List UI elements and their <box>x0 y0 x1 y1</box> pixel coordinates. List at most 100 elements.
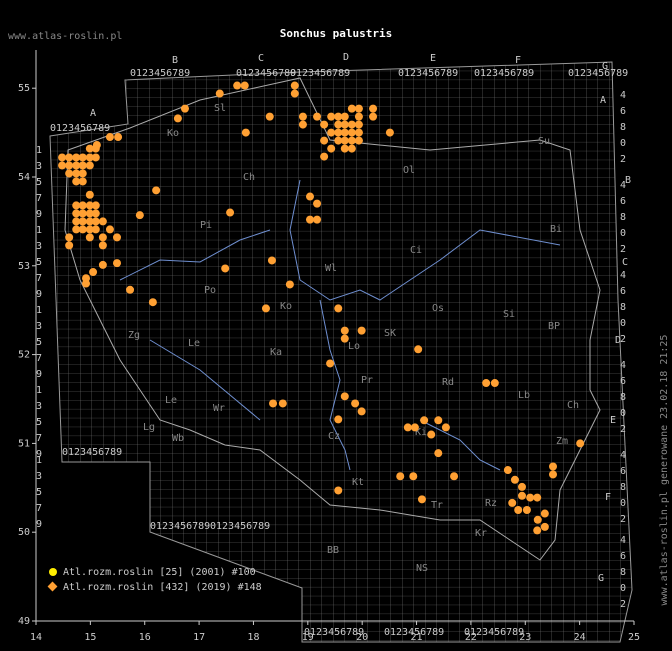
occurrence-dot <box>327 112 336 121</box>
region-label: Le <box>165 395 177 406</box>
occurrence-dot <box>85 209 94 218</box>
region-label: BB <box>327 545 339 556</box>
occurrence-dot <box>78 169 87 178</box>
occurrence-dot <box>357 407 366 416</box>
occurrence-dot <box>508 498 517 507</box>
occurrence-dot <box>215 89 224 98</box>
occurrence-dot <box>58 161 67 170</box>
occurrence-dot <box>313 112 322 121</box>
legend-marker <box>49 568 57 576</box>
legend-marker <box>47 581 58 592</box>
occurrence-dot <box>105 133 114 142</box>
x-tick-label: 21 <box>411 632 423 643</box>
occurrence-dot <box>114 133 123 142</box>
row-digit: 5 <box>36 257 42 268</box>
grid-digits: 0123456789 <box>384 627 444 638</box>
occurrence-dot <box>135 211 144 220</box>
grid-digits: 0123456789 <box>398 68 458 79</box>
region-label: Po <box>204 285 216 296</box>
grid-letter: C <box>258 53 264 64</box>
occurrence-dot <box>269 399 278 408</box>
row-digit: 0 <box>620 498 626 509</box>
region-label: Lg <box>143 422 155 433</box>
occurrence-dot <box>533 493 542 502</box>
occurrence-dot <box>340 334 349 343</box>
occurrence-dot <box>85 144 94 153</box>
occurrence-dot <box>320 120 329 129</box>
occurrence-dot <box>334 128 343 137</box>
grid-letter: B <box>625 175 631 186</box>
occurrence-dot <box>320 136 329 145</box>
row-digit: 4 <box>620 535 626 546</box>
region-label: Tr <box>431 500 443 511</box>
legend-label: Atl.rozm.roslin [25] (2001) #100 <box>63 567 256 578</box>
occurrence-dot <box>305 192 314 201</box>
occurrence-dot <box>354 128 363 137</box>
region-label: Ch <box>243 172 255 183</box>
occurrence-dot <box>85 201 94 210</box>
row-digit: 7 <box>36 353 42 364</box>
region-label: Lb <box>518 390 530 401</box>
row-digit: 8 <box>620 482 626 493</box>
occurrence-dot <box>503 466 512 475</box>
occurrence-dot <box>72 161 81 170</box>
region-label: BP <box>548 321 560 332</box>
occurrence-dot <box>152 186 161 195</box>
occurrence-dot <box>320 152 329 161</box>
occurrence-dot <box>298 112 307 121</box>
occurrence-dot <box>65 241 74 250</box>
row-digit: 8 <box>620 212 626 223</box>
region-label: Rz <box>485 498 497 509</box>
region-label: Pi <box>200 220 212 231</box>
y-tick-label: 54 <box>18 172 30 183</box>
occurrence-dot <box>85 190 94 199</box>
x-tick-label: 19 <box>302 632 314 643</box>
row-digit: 4 <box>620 450 626 461</box>
occurrence-dot <box>72 169 81 178</box>
region-label: Su <box>538 136 550 147</box>
occurrence-dot <box>82 279 91 288</box>
occurrence-dot <box>240 81 249 90</box>
occurrence-dot <box>334 304 343 313</box>
occurrence-dot <box>78 161 87 170</box>
region-label: Rd <box>442 377 454 388</box>
row-digit: 3 <box>36 161 42 172</box>
occurrence-dot <box>357 326 366 335</box>
row-digit: 0 <box>620 228 626 239</box>
occurrence-dot <box>417 495 426 504</box>
occurrence-dot <box>126 285 135 294</box>
row-digit: 5 <box>36 417 42 428</box>
grid-digits: 0123456789 <box>210 521 270 532</box>
occurrence-dot <box>510 475 519 484</box>
occurrence-dot <box>441 423 450 432</box>
occurrence-dot <box>327 144 336 153</box>
occurrence-dot <box>313 215 322 224</box>
region-label: Sl <box>214 103 226 114</box>
occurrence-dot <box>72 153 81 162</box>
row-digit: 2 <box>620 599 626 610</box>
occurrence-dot <box>65 169 74 178</box>
row-digit: 4 <box>620 180 626 191</box>
region-label: Kt <box>352 477 364 488</box>
region-label: Kr <box>475 528 487 539</box>
occurrence-dot <box>85 217 94 226</box>
y-tick-label: 50 <box>18 527 30 538</box>
x-tick-label: 14 <box>30 632 42 643</box>
grid-letter: D <box>343 52 349 63</box>
grid-letter: F <box>605 492 611 503</box>
occurrence-dot <box>533 526 542 535</box>
occurrence-dot <box>369 112 378 121</box>
grid-letter: A <box>90 108 96 119</box>
occurrence-dot <box>91 225 100 234</box>
occurrence-dot <box>91 217 100 226</box>
x-tick-label: 16 <box>139 632 151 643</box>
row-digit: 8 <box>620 302 626 313</box>
row-digit: 9 <box>36 519 42 530</box>
x-tick-label: 20 <box>356 632 368 643</box>
region-label: Zg <box>128 330 140 341</box>
occurrence-dot <box>98 217 107 226</box>
occurrence-dot <box>420 416 429 425</box>
occurrence-dot <box>354 112 363 121</box>
row-digit: 3 <box>36 401 42 412</box>
grid-digits: 0123456789 <box>150 521 210 532</box>
